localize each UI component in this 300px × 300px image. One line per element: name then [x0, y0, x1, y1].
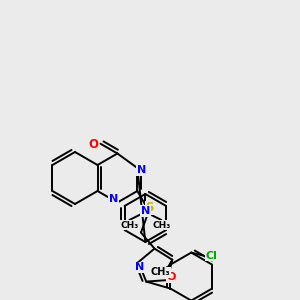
Text: Cl: Cl: [205, 250, 217, 261]
Text: CH₃: CH₃: [151, 267, 170, 277]
Text: N: N: [109, 194, 118, 205]
Text: CH₃: CH₃: [120, 220, 139, 230]
Text: CH₃: CH₃: [152, 220, 170, 230]
Text: N: N: [135, 262, 144, 272]
Text: O: O: [167, 272, 176, 282]
Text: N: N: [137, 165, 146, 175]
Text: N: N: [141, 206, 150, 216]
Text: S: S: [146, 201, 154, 214]
Text: O: O: [88, 138, 98, 151]
